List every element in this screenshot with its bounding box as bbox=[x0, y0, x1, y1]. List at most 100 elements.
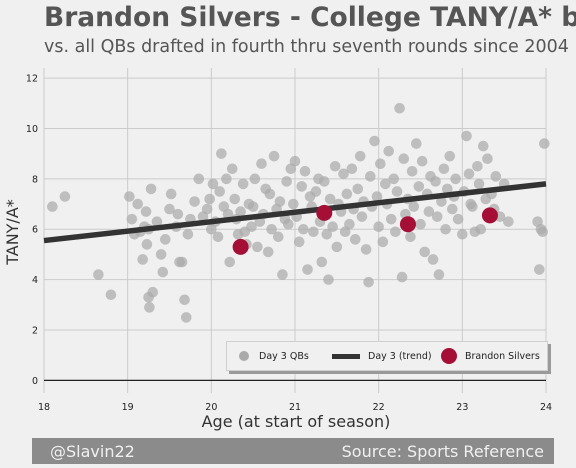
day3-point bbox=[416, 155, 428, 167]
chart-title: Brandon Silvers - College TANY/A* by Age bbox=[44, 2, 576, 33]
trend-line-segment bbox=[43, 181, 547, 244]
chart-subtitle: vs. all QBs drafted in fourth thru seven… bbox=[44, 37, 569, 57]
day3-point bbox=[318, 176, 330, 187]
day3-point bbox=[157, 266, 169, 278]
day3-point bbox=[338, 168, 349, 180]
day3-point bbox=[262, 246, 274, 258]
day3-point bbox=[204, 193, 215, 205]
day3-point bbox=[283, 218, 294, 230]
day3-point bbox=[532, 216, 543, 227]
y-tick-label: 0 bbox=[32, 376, 38, 387]
day3-point bbox=[341, 188, 353, 200]
day3-point bbox=[247, 201, 259, 212]
day3-point bbox=[354, 150, 366, 162]
day3-point bbox=[391, 186, 403, 197]
day3-point bbox=[323, 274, 334, 285]
day3-point bbox=[441, 183, 453, 195]
day3-point bbox=[214, 186, 225, 197]
day3-point bbox=[264, 188, 276, 200]
day3-point bbox=[446, 203, 458, 215]
day3-point bbox=[346, 163, 358, 175]
y-tick-label: 10 bbox=[26, 124, 38, 135]
day3-point bbox=[316, 256, 328, 268]
day3-point bbox=[475, 223, 487, 235]
day3-point bbox=[298, 223, 309, 235]
day3-point bbox=[212, 231, 224, 243]
day3-point bbox=[221, 173, 232, 185]
legend-label-highlight: Brandon Silvers bbox=[465, 350, 540, 362]
day3-point bbox=[93, 269, 104, 280]
footer-source: Source: Sports Reference bbox=[341, 442, 544, 461]
day3-point bbox=[59, 191, 71, 202]
day3-point bbox=[182, 228, 194, 240]
footer-handle: @Slavin22 bbox=[50, 442, 135, 461]
day3-point bbox=[147, 286, 159, 298]
day3-point bbox=[224, 256, 236, 268]
day3-point bbox=[165, 188, 177, 200]
day3-point bbox=[388, 173, 400, 185]
day3-point bbox=[180, 312, 192, 323]
day3-point bbox=[436, 196, 447, 207]
day3-point bbox=[461, 130, 472, 142]
day3-point bbox=[534, 264, 545, 275]
day3-point bbox=[299, 165, 311, 177]
legend-item-day3: Day 3 QBs bbox=[239, 342, 309, 370]
y-tick-label: 2 bbox=[32, 326, 38, 337]
day3-point bbox=[226, 163, 238, 175]
day3-point bbox=[164, 203, 175, 215]
day3-point bbox=[349, 234, 361, 245]
day3-point bbox=[189, 196, 200, 207]
highlight-point bbox=[316, 204, 333, 221]
day3-point bbox=[235, 206, 246, 217]
day3-point bbox=[193, 173, 205, 185]
day3-point bbox=[467, 201, 478, 212]
day3-point bbox=[363, 276, 374, 288]
day3-point bbox=[352, 183, 364, 195]
day3-point bbox=[433, 269, 445, 280]
day3-point bbox=[141, 239, 153, 250]
day3-point bbox=[145, 183, 157, 195]
legend-dot-swatch bbox=[239, 351, 249, 361]
x-tick-labels: 18 19 20 21 22 23 24 bbox=[38, 402, 552, 413]
day3-point bbox=[457, 228, 468, 240]
chart-legend: Day 3 QBs Day 3 (trend) Brandon Silvers bbox=[226, 341, 548, 371]
day3-point bbox=[308, 226, 319, 238]
x-axis-label: Age (at start of season) bbox=[202, 412, 391, 431]
highlight-point bbox=[481, 207, 498, 224]
trend-line bbox=[43, 181, 547, 244]
day3-point bbox=[369, 135, 380, 147]
x-tick-label: 22 bbox=[373, 402, 385, 413]
legend-highlight-swatch bbox=[441, 348, 457, 364]
day3-point bbox=[321, 228, 333, 240]
day3-point bbox=[371, 191, 383, 202]
day3-point bbox=[408, 201, 420, 212]
day3-point bbox=[406, 165, 418, 177]
day3-point bbox=[440, 223, 451, 235]
day3-point bbox=[419, 246, 430, 258]
day3-point bbox=[405, 231, 416, 243]
day3-point bbox=[398, 153, 410, 164]
day3-point bbox=[201, 203, 213, 215]
y-axis-label: TANY/A* bbox=[3, 199, 22, 266]
day3-point bbox=[256, 158, 267, 170]
day3-point bbox=[331, 241, 343, 253]
day3-point bbox=[137, 254, 149, 265]
day3-point bbox=[539, 138, 550, 149]
day3-point bbox=[490, 171, 502, 182]
legend-item-highlight: Brandon Silvers bbox=[441, 342, 540, 370]
day3-point bbox=[390, 226, 401, 238]
day3-point bbox=[411, 138, 422, 149]
day3-point bbox=[302, 264, 313, 275]
y-tick-label: 4 bbox=[32, 275, 38, 286]
day3-point bbox=[377, 236, 389, 248]
y-tick-label: 6 bbox=[32, 225, 38, 236]
x-tick-label: 23 bbox=[456, 402, 468, 413]
day3-point bbox=[274, 196, 286, 207]
day3-point bbox=[380, 178, 391, 190]
day3-point bbox=[324, 193, 336, 205]
day3-point bbox=[252, 241, 263, 253]
day3-point bbox=[132, 198, 144, 210]
day3-point bbox=[160, 234, 171, 245]
day3-point bbox=[375, 158, 386, 170]
x-tick-label: 20 bbox=[205, 402, 217, 413]
